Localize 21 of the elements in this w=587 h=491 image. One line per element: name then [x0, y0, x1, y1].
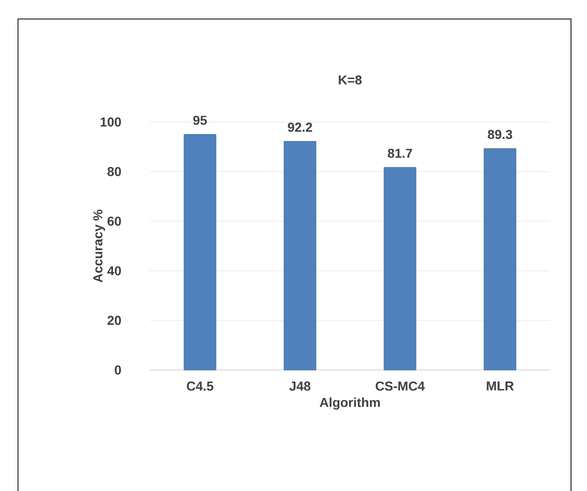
bar: [384, 167, 416, 370]
bar: [284, 141, 316, 370]
data-label: 89.3: [488, 130, 512, 140]
chart-title: K=8: [338, 75, 362, 84]
y-tick-label: 60: [108, 216, 121, 226]
data-label: 95: [193, 116, 207, 125]
y-tick-label: 100: [100, 117, 121, 127]
x-tick-label: C4.5: [186, 382, 214, 391]
x-tick-label: MLR: [486, 382, 514, 390]
y-tick-label: 0: [114, 365, 121, 375]
y-tick-label: 80: [107, 167, 121, 176]
bar: [184, 134, 216, 370]
data-label: 92.2: [288, 122, 312, 132]
x-tick-label: CS-MC4: [376, 382, 425, 391]
y-tick-label: 20: [108, 316, 121, 325]
y-tick-label: 40: [107, 266, 121, 276]
y-axis-title: Accuracy %: [93, 210, 106, 282]
x-tick-label: J48: [289, 382, 310, 391]
data-label: 81.7: [388, 148, 412, 158]
x-axis-title: Algorithm: [320, 398, 380, 410]
bar: [484, 148, 516, 370]
